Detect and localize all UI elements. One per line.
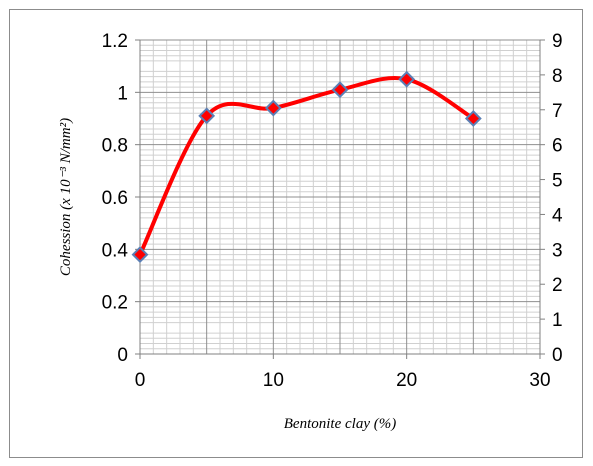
y-tick-label: 0 xyxy=(117,345,128,366)
chart-frame: 0 10 20 30 0 0.2 0.4 0.6 0.8 1 1.2 0 1 2 3 4 5 6 7 8 9 Ben… xyxy=(9,9,583,458)
x-tick-label: 20 xyxy=(396,370,417,391)
y2-tick-labels: 0 1 2 3 4 5 6 7 8 9 xyxy=(552,31,563,366)
y2-tick-label: 2 xyxy=(552,275,563,296)
y2-tick-label: 7 xyxy=(552,101,563,122)
data-point-marker xyxy=(131,246,149,263)
x-axis-label: Bentonite clay (%) xyxy=(284,416,396,432)
y-tick-label: 1 xyxy=(117,83,128,104)
y-axis-label: Cohession (x 10⁻³ N/mm²) xyxy=(58,118,74,276)
data-point-marker xyxy=(331,81,349,99)
data-point-marker xyxy=(198,107,216,125)
x-tick-label: 10 xyxy=(263,370,284,391)
y2-tick-label: 3 xyxy=(552,240,563,261)
x-tick-label: 30 xyxy=(529,370,550,391)
y2-tick-label: 8 xyxy=(552,66,563,87)
series xyxy=(131,70,482,263)
y-tick-label: 1.2 xyxy=(102,31,128,52)
y2-tick-label: 0 xyxy=(552,345,563,366)
y2-tick-label: 1 xyxy=(552,310,563,331)
y-tick-labels: 0 0.2 0.4 0.6 0.8 1 1.2 xyxy=(102,31,129,366)
y-tick-label: 0.6 xyxy=(102,188,128,209)
y-tick-label: 0.2 xyxy=(102,293,128,314)
y-tick-label: 0.4 xyxy=(102,240,129,261)
data-point-marker xyxy=(264,99,282,117)
data-point-marker xyxy=(464,110,482,127)
y2-tick-label: 5 xyxy=(552,171,563,192)
cohesion-chart: 0 10 20 30 0 0.2 0.4 0.6 0.8 1 1.2 0 1 2 3 4 5 6 7 8 9 Ben… xyxy=(58,31,563,432)
y2-tick-label: 6 xyxy=(552,136,563,157)
y2-tick-label: 9 xyxy=(552,31,563,52)
x-tick-labels: 0 10 20 30 xyxy=(135,370,551,391)
x-tick-label: 0 xyxy=(135,370,146,391)
y-tick-label: 0.8 xyxy=(102,136,128,157)
y2-tick-label: 4 xyxy=(552,205,563,226)
axes xyxy=(135,39,545,359)
data-point-marker xyxy=(398,70,416,88)
